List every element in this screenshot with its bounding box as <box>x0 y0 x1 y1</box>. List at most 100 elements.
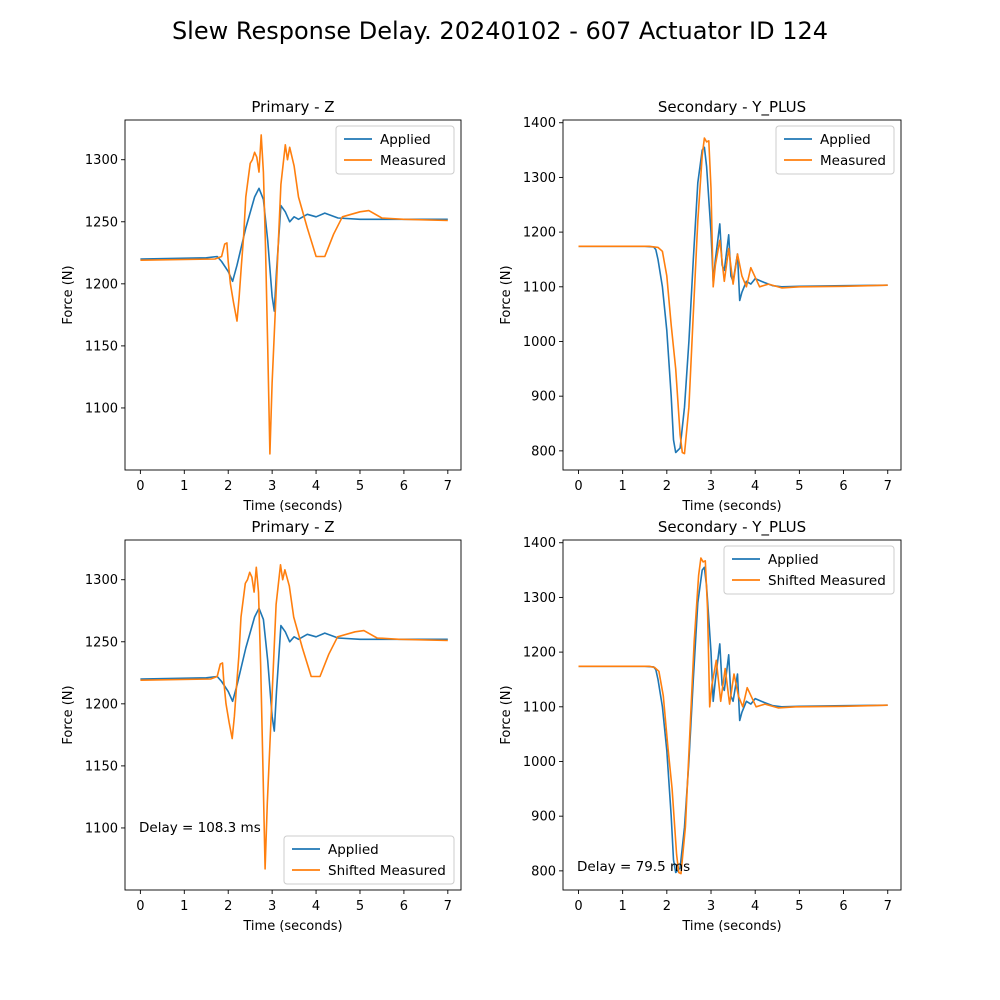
y-tick-label: 1300 <box>523 171 556 186</box>
x-tick-label: 6 <box>839 899 847 914</box>
y-tick-label: 1000 <box>523 335 556 350</box>
x-tick-label: 0 <box>574 479 582 494</box>
x-tick-label: 0 <box>574 899 582 914</box>
legend-label: Applied <box>380 132 431 148</box>
series-group <box>578 137 888 455</box>
plot-frame <box>562 539 902 891</box>
legend-label: Measured <box>820 153 886 169</box>
x-axis-label: Time (seconds) <box>242 499 342 514</box>
y-tick-label: 1100 <box>85 401 118 416</box>
y-tick-label: 800 <box>531 444 556 459</box>
x-tick-label: 3 <box>268 899 276 914</box>
x-tick-label: 4 <box>312 479 320 494</box>
y-tick-label: 900 <box>531 810 556 825</box>
x-tick-label: 3 <box>268 479 276 494</box>
y-tick-label: 1100 <box>523 280 556 295</box>
subplot-title: Secondary - Y_PLUS <box>658 98 806 117</box>
x-axis-label: Time (seconds) <box>681 919 781 934</box>
legend-label: Applied <box>820 132 871 148</box>
x-tick-label: 6 <box>400 899 408 914</box>
y-tick-label: 1300 <box>85 153 118 168</box>
x-axis-label: Time (seconds) <box>681 499 781 514</box>
plot-frame <box>124 119 462 471</box>
x-tick-label: 4 <box>312 899 320 914</box>
series-line-measured <box>578 137 888 455</box>
subplot-title: Secondary - Y_PLUS <box>658 518 806 537</box>
x-axis-label: Time (seconds) <box>242 919 342 934</box>
y-tick-label: 1250 <box>85 215 118 230</box>
series-line-shifted-measured <box>578 557 888 875</box>
x-tick-label: 1 <box>619 479 627 494</box>
y-tick-label: 1400 <box>523 116 556 131</box>
legend-box <box>283 835 455 885</box>
y-axis-label: Force (N) <box>499 265 514 324</box>
series-group <box>578 557 888 875</box>
y-tick-label: 1200 <box>523 646 556 661</box>
x-tick-label: 2 <box>663 899 671 914</box>
series-line-applied <box>140 607 448 732</box>
legend: Applied Measured <box>775 125 895 175</box>
x-tick-label: 5 <box>356 479 364 494</box>
y-tick-label: 800 <box>531 864 556 879</box>
subplot-title: Primary - Z <box>251 518 334 536</box>
y-axis-label: Force (N) <box>61 685 76 744</box>
figure-title: Slew Response Delay. 20240102 - 607 Actu… <box>172 17 828 45</box>
subplot-title: Primary - Z <box>251 98 334 116</box>
x-tick-label: 1 <box>180 899 188 914</box>
y-tick-label: 1200 <box>85 697 118 712</box>
series-group <box>140 134 448 455</box>
y-tick-label: 1200 <box>523 226 556 241</box>
x-tick-label: 7 <box>884 899 892 914</box>
legend-box <box>723 545 895 595</box>
x-tick-label: 3 <box>707 479 715 494</box>
y-tick-label: 1250 <box>85 635 118 650</box>
legend: Applied Shifted Measured <box>723 545 895 595</box>
x-tick-label: 6 <box>839 479 847 494</box>
x-tick-label: 3 <box>707 899 715 914</box>
x-tick-label: 0 <box>136 479 144 494</box>
x-tick-label: 2 <box>224 479 232 494</box>
subplot-4: 0 1 2 3 4 5 6 7 800 900 1000 1100 1200 1300 1400 Second… <box>499 518 902 934</box>
legend: Applied Measured <box>335 125 455 175</box>
y-tick-label: 900 <box>531 390 556 405</box>
x-tick-label: 1 <box>180 479 188 494</box>
y-tick-label: 1150 <box>85 759 118 774</box>
y-tick-label: 1300 <box>85 573 118 588</box>
x-tick-label: 7 <box>444 899 452 914</box>
x-tick-label: 5 <box>356 899 364 914</box>
delay-annotation: Delay = 108.3 ms <box>139 820 261 836</box>
x-tick-label: 5 <box>795 899 803 914</box>
y-axis-label: Force (N) <box>61 265 76 324</box>
x-tick-label: 7 <box>884 479 892 494</box>
legend-label: Measured <box>380 153 446 169</box>
x-tick-label: 4 <box>751 899 759 914</box>
subplot-3: 0 1 2 3 4 5 6 7 1100 1150 1200 1250 1300 Primary - Z T… <box>61 518 462 934</box>
legend-label: Applied <box>328 842 379 858</box>
y-axis-label: Force (N) <box>499 685 514 744</box>
legend-label: Shifted Measured <box>328 863 446 879</box>
x-tick-label: 2 <box>224 899 232 914</box>
x-tick-label: 7 <box>444 479 452 494</box>
x-tick-label: 6 <box>400 479 408 494</box>
plot-frame <box>562 119 902 471</box>
legend-label: Shifted Measured <box>768 573 886 589</box>
y-tick-label: 1300 <box>523 591 556 606</box>
y-tick-label: 1400 <box>523 536 556 551</box>
y-tick-label: 1000 <box>523 755 556 770</box>
x-tick-label: 4 <box>751 479 759 494</box>
series-line-shifted-measured <box>140 563 448 870</box>
y-tick-label: 1100 <box>85 821 118 836</box>
legend: Applied Shifted Measured <box>283 835 455 885</box>
subplot-1: 0 1 2 3 4 5 6 7 1100 1150 1200 1250 1300 Primary - Z T… <box>61 98 462 514</box>
delay-annotation: Delay = 79.5 ms <box>577 859 690 875</box>
x-tick-label: 1 <box>619 899 627 914</box>
y-tick-label: 1100 <box>523 700 556 715</box>
x-tick-label: 5 <box>795 479 803 494</box>
legend-box <box>775 125 895 175</box>
legend-label: Applied <box>768 552 819 568</box>
y-tick-label: 1200 <box>85 277 118 292</box>
series-group <box>140 563 448 870</box>
series-line-measured <box>140 134 448 455</box>
subplot-2: 0 1 2 3 4 5 6 7 800 900 1000 1100 1200 1300 1400 Second… <box>499 98 902 514</box>
